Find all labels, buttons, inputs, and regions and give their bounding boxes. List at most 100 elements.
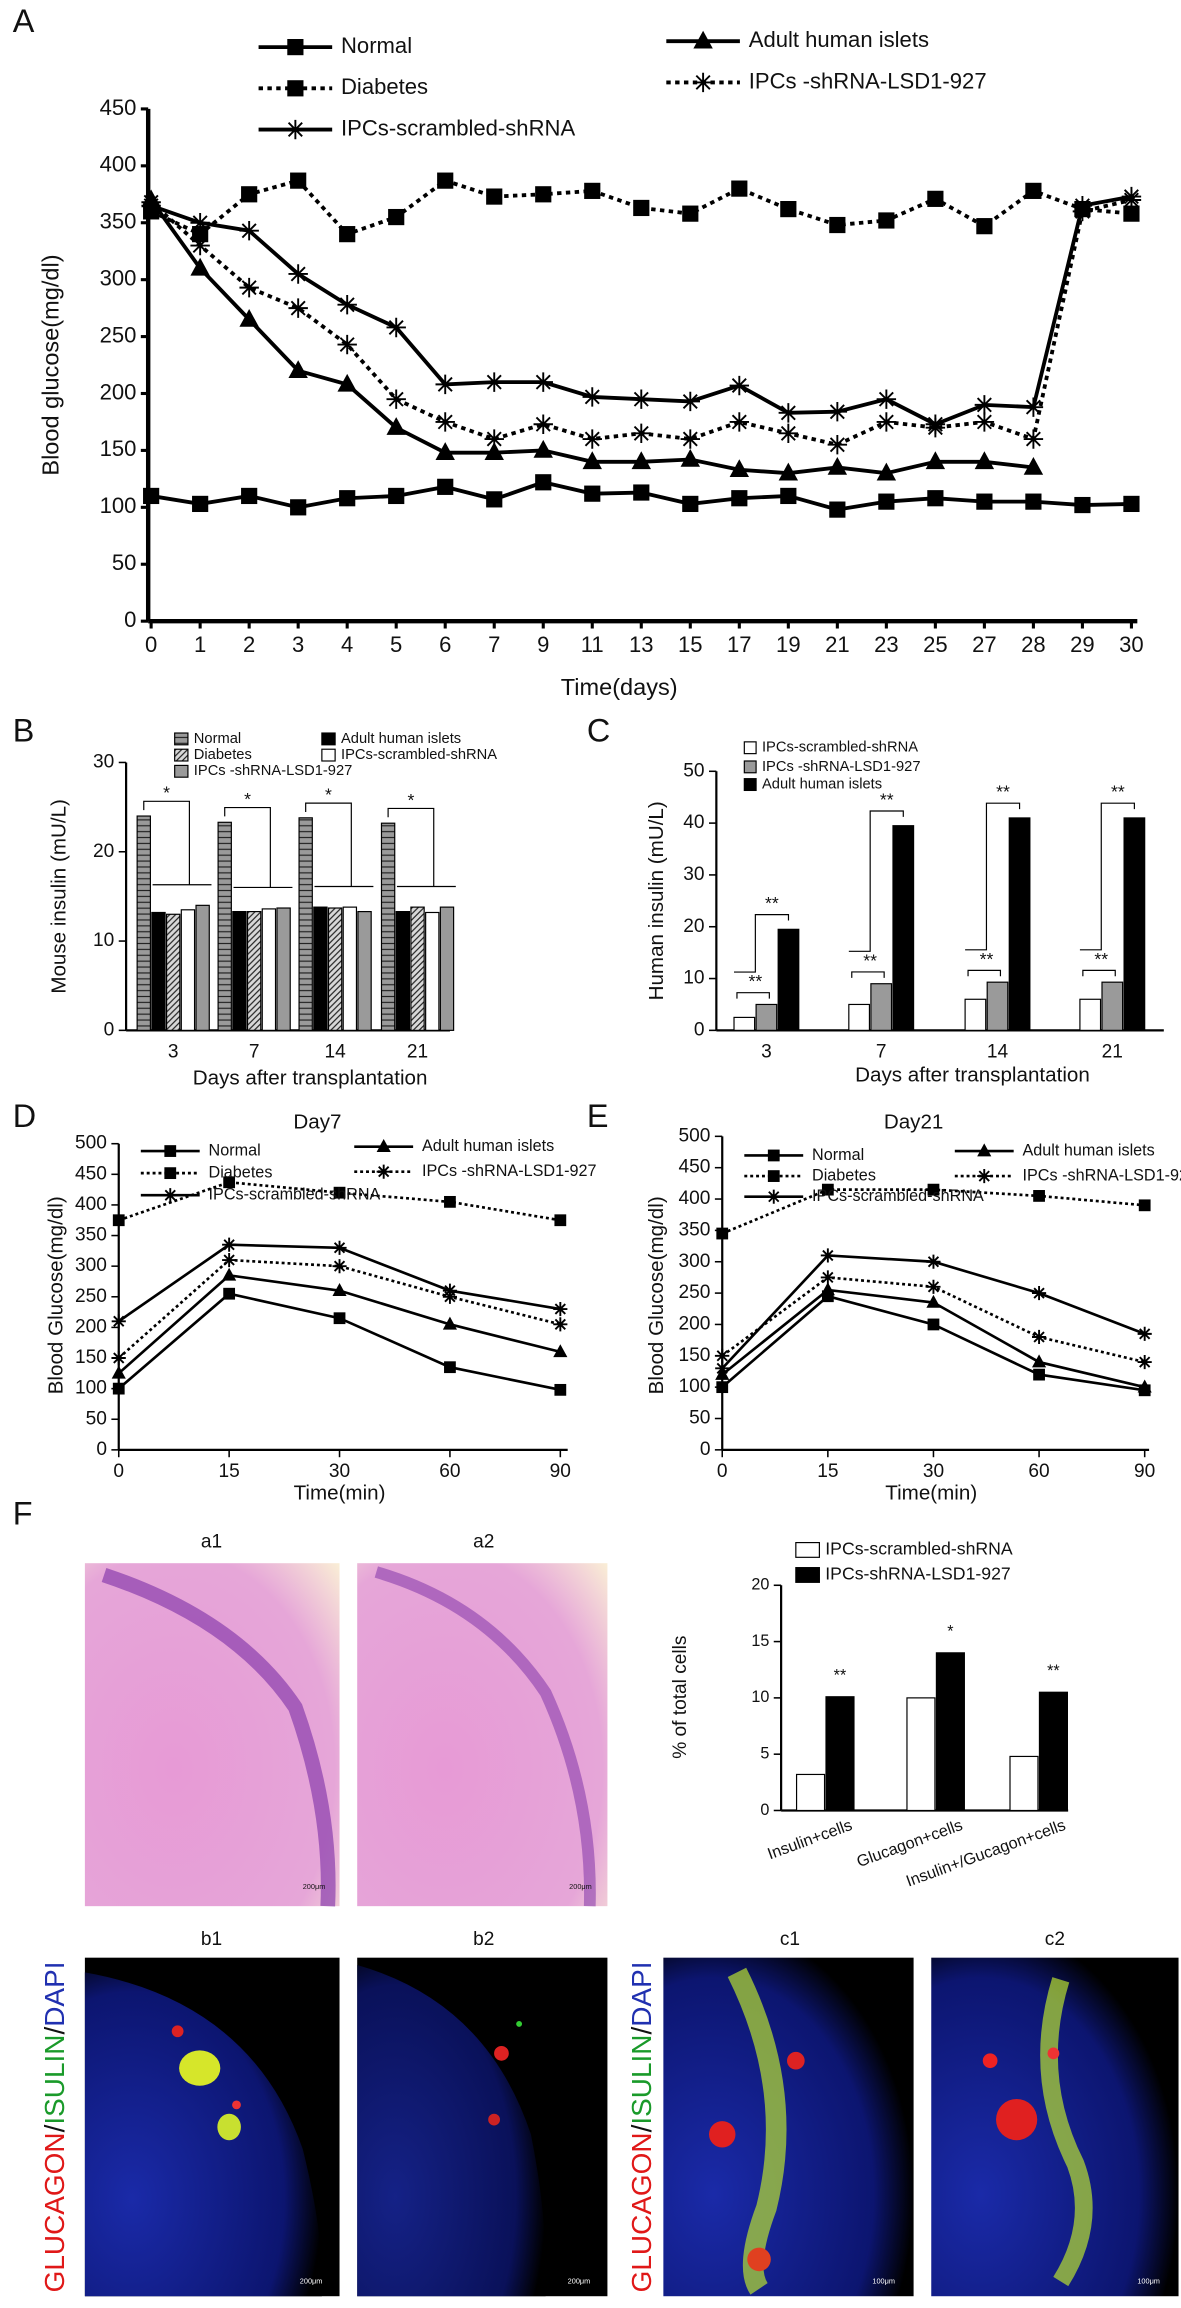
marker (435, 442, 455, 460)
marker (337, 373, 357, 392)
y-tick-label: 150 (679, 1345, 711, 1366)
marker (680, 391, 701, 412)
marker (533, 372, 553, 392)
stain-label: GLUCAGON/ISULIN/DAPI (39, 1961, 70, 2292)
bar (1101, 981, 1124, 1031)
y-tick-label: 200 (100, 379, 137, 404)
marker (878, 493, 895, 510)
bar (298, 817, 313, 1031)
stain-slash: / (39, 2027, 70, 2035)
y-tick-label: 20 (751, 1576, 769, 1594)
marker (878, 212, 895, 229)
x-tick-label: 0 (145, 632, 157, 657)
significance-bracket (967, 969, 1002, 977)
fluorescence-image (84, 1957, 340, 2297)
y-tick-label: 0 (760, 1801, 769, 1819)
x-axis-label: Time(min) (294, 1481, 386, 1504)
x-tick-label: 11 (581, 632, 604, 657)
significance-label: ** (748, 971, 762, 991)
legend-swatch (174, 732, 189, 746)
marker (974, 451, 995, 470)
y-axis-label: Mouse insulin (mU/L) (47, 799, 70, 994)
scale-bar-label: 200μm (300, 2276, 323, 2285)
marker (388, 208, 405, 226)
bar (425, 911, 440, 1031)
legend-label: Diabetes (209, 1163, 273, 1181)
marker (729, 375, 750, 396)
marker (582, 451, 602, 470)
legend-swatch (321, 732, 336, 746)
x-tick-label: 21 (407, 1041, 428, 1062)
y-tick-label: 100 (75, 1378, 107, 1399)
marker (1074, 496, 1091, 514)
y-tick-label: 50 (112, 550, 137, 575)
marker (222, 1267, 237, 1281)
significance-label: ** (1111, 782, 1125, 802)
x-tick-label: 21 (1102, 1041, 1123, 1062)
y-tick-label: 10 (683, 968, 704, 989)
marker (442, 1289, 457, 1304)
stain-slash: / (627, 2124, 658, 2132)
bar (313, 906, 328, 1031)
marker (190, 235, 210, 256)
marker (442, 1316, 457, 1330)
marker (1023, 397, 1044, 417)
marker (1123, 495, 1140, 513)
marker (484, 442, 504, 460)
marker (486, 491, 503, 508)
legend-label: Diabetes (194, 747, 252, 763)
he-image (357, 1563, 608, 1907)
x-tick-label: 28 (1021, 632, 1046, 657)
y-tick-label: 50 (689, 1408, 710, 1429)
legend-label: IPCs -shRNA-LSD1-927 (749, 68, 987, 93)
marker (241, 186, 258, 203)
legend-label: IPCs -shRNA-LSD1-927 (762, 759, 921, 775)
x-tick-label: 7 (488, 632, 500, 657)
bar (892, 825, 915, 1031)
significance-label: * (325, 784, 332, 804)
significance-label: * (244, 789, 251, 809)
y-tick-label: 500 (679, 1125, 711, 1146)
marker (715, 1366, 730, 1380)
marker (192, 226, 209, 243)
y-tick-label: 30 (93, 752, 114, 773)
y-axis-label: Blood glucose(mg/dl) (38, 254, 64, 475)
marker (974, 412, 995, 432)
marker (386, 317, 406, 338)
bar (1009, 1755, 1039, 1812)
marker (927, 190, 944, 207)
y-axis-label: % of total cells (670, 1635, 691, 1758)
marker (553, 1301, 568, 1317)
marker (444, 1195, 456, 1208)
marker (820, 1248, 835, 1263)
marker (337, 334, 357, 355)
stain-insulin: ISULIN (627, 2035, 658, 2125)
x-tick-label: 25 (923, 632, 948, 657)
legend-label: Adult human islets (422, 1137, 554, 1155)
legend-label: IPCs -shRNA-LSD1-927 (194, 763, 353, 779)
x-tick-label: 3 (168, 1041, 179, 1062)
bar (232, 911, 247, 1031)
marker (1025, 493, 1042, 510)
significance-bracket (1079, 802, 1135, 951)
marker (192, 495, 209, 513)
scale-bar-label: 200μm (569, 1882, 592, 1891)
x-tick-label: 19 (776, 632, 801, 657)
legend-label: IPCs-scrambled-shRNA (341, 747, 497, 763)
bar (342, 906, 358, 1031)
marker (112, 1214, 125, 1227)
x-axis-label: Days after transplantation (855, 1063, 1090, 1086)
x-tick-label: 0 (113, 1461, 124, 1482)
legend-label: IPCs -shRNA-LSD1-927 (422, 1162, 597, 1180)
marker (925, 417, 946, 438)
y-tick-label: 50 (86, 1408, 107, 1429)
legend-label: Normal (341, 33, 412, 58)
bar (733, 1016, 756, 1031)
marker (827, 401, 848, 422)
chart-title: Day7 (293, 1111, 341, 1134)
marker (778, 423, 799, 444)
x-tick-label: 15 (817, 1461, 838, 1482)
marker (332, 1240, 347, 1255)
marker (290, 172, 307, 189)
